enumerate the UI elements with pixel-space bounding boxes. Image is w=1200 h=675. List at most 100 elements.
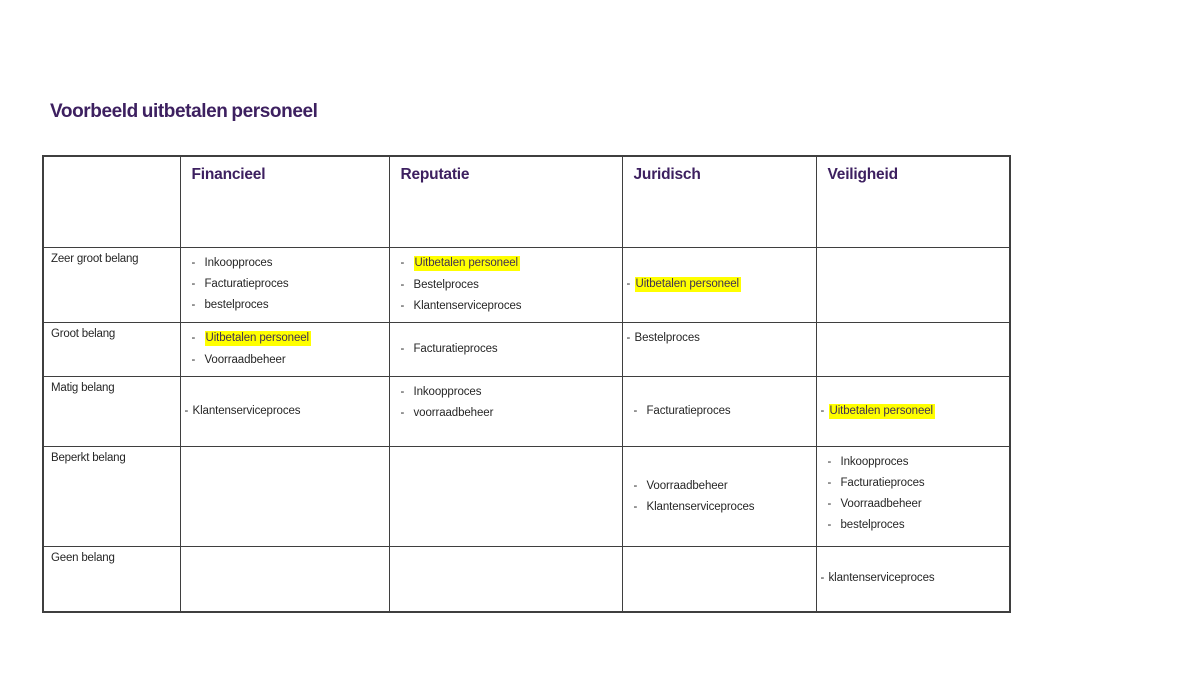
matrix-cell: - Uitbetalen personeel [815,376,1011,447]
list-item: - Voorraadbeheer [623,479,815,493]
process-list [181,548,388,552]
highlighted-process-text: Uitbetalen personeel [634,277,741,292]
dash-bullet: - [184,405,189,417]
dash-bullet: - [191,354,196,366]
process-text: Voorraadbeheer [204,354,286,366]
process-text: Bestelproces [413,279,479,291]
matrix-cell: - Inkoopproces - Facturatieproces - bestelpro… [179,247,390,323]
process-text: voorraadbeheer [413,407,494,419]
process-list [181,448,388,452]
column-header-financieel: Financieel [179,155,390,248]
process-text: Inkoopproces [840,456,909,468]
process-text: Klantenserviceproces [413,300,522,312]
column-header-juridisch: Juridisch [621,155,817,248]
process-text: Klantenserviceproces [192,405,301,417]
process-list [817,324,1009,328]
dash-bullet: - [820,572,825,585]
list-item: - Uitbetalen personeel [623,277,815,292]
row-label: Zeer groot belang [42,247,181,323]
highlighted-process-text: Uitbetalen personeel [413,256,520,271]
table-row: Matig belang - Klantenserviceproces - Inkoop… [42,376,1011,447]
process-text: Inkoopproces [204,257,273,269]
matrix-cell: - klantenserviceproces [815,546,1011,612]
row-label: Groot belang [42,322,181,377]
dash-bullet: - [400,343,405,355]
list-item: - klantenserviceproces [817,571,1009,585]
risk-impact-matrix-table: Financieel Reputatie Juridisch Veiligheid Z… [42,155,1011,613]
list-item: - Bestelproces [623,331,815,345]
page-title: Voorbeeld uitbetalen personeel [50,101,318,122]
process-text: Facturatieproces [840,477,925,489]
list-item: - Inkoopproces [817,455,1009,469]
matrix-cell [179,446,390,547]
list-item: - Klantenserviceproces [181,404,388,418]
matrix-cell: - Uitbetalen personeel - Bestelproces - Klant… [388,247,623,323]
process-list: - Facturatieproces [390,334,621,365]
process-list [390,448,621,452]
dash-bullet: - [633,479,638,492]
matrix-cell: - Uitbetalen personeel [621,247,817,323]
process-list: - Voorraadbeheer - Klantenserviceproces [623,471,815,523]
matrix-cell: - Voorraadbeheer - Klantenserviceproces [621,446,817,547]
dash-bullet: - [827,477,832,489]
column-header-veiligheid: Veiligheid [815,155,1011,248]
dash-bullet: - [191,257,196,269]
matrix-cell: - Bestelproces [621,322,817,377]
matrix-cell: - Facturatieproces [621,376,817,447]
process-list: - Klantenserviceproces [181,396,388,427]
dash-bullet: - [191,299,196,311]
matrix-cell [179,546,390,612]
matrix-cell: - Klantenserviceproces [179,376,390,447]
list-item: - Klantenserviceproces [623,500,815,514]
dash-bullet: - [626,278,631,290]
highlighted-process-text: Uitbetalen personeel [828,403,935,419]
list-item: - voorraadbeheer [390,406,621,420]
dash-bullet: - [400,257,405,269]
matrix-cell: - Inkoopproces - voorraadbeheer [388,376,623,447]
matrix-cell: - Inkoopproces - Facturatieproces - Voorraadb… [815,446,1011,547]
process-text: Voorraadbeheer [646,479,728,492]
dash-bullet: - [400,300,405,312]
process-list: - Inkoopproces - voorraadbeheer [390,378,621,430]
dash-bullet: - [633,500,638,513]
table-row: Beperkt belang - Voorraadbeheer - Klantenser… [42,446,1011,547]
list-item: - Inkoopproces [390,385,621,399]
list-item: - Uitbetalen personeel [181,331,388,346]
list-item: - bestelproces [181,298,388,312]
list-item: - Bestelproces [390,278,621,292]
dash-bullet: - [633,405,638,417]
process-list: - Uitbetalen personeel - Bestelproces - Klant… [390,249,621,322]
list-item: - bestelproces [817,518,1009,532]
process-text: bestelproces [840,519,905,531]
dash-bullet: - [827,519,832,531]
list-item: - Uitbetalen personeel [390,256,621,271]
matrix-cell: - Uitbetalen personeel - Voorraadbeheer [179,322,390,377]
process-list: - Uitbetalen personeel [623,269,815,301]
list-item: - Klantenserviceproces [390,299,621,313]
matrix-cell [388,546,623,612]
process-text: Facturatieproces [413,343,498,355]
table-row: Groot belang - Uitbetalen personeel - Voorra… [42,322,1011,377]
table-row: Geen belang - klantenserviceproces [42,546,1011,612]
matrix-cell [815,322,1011,377]
dash-bullet: - [191,278,196,290]
process-list: - Bestelproces [623,324,815,355]
dash-bullet: - [827,456,832,468]
process-text: Voorraadbeheer [840,498,922,510]
highlighted-process-text: Uitbetalen personeel [204,331,311,346]
process-text: Inkoopproces [413,386,482,398]
row-label: Beperkt belang [42,446,181,547]
matrix-cell [815,247,1011,323]
dash-bullet: - [827,498,832,510]
process-list [817,249,1009,253]
matrix-cell: - Facturatieproces [388,322,623,377]
process-list: - Inkoopproces - Facturatieproces - Voorraadb… [817,448,1009,542]
list-item: - Inkoopproces [181,256,388,270]
header-row: Financieel Reputatie Juridisch Veiligheid [42,155,1011,248]
process-list: - Uitbetalen personeel [817,396,1009,428]
row-label: Geen belang [42,546,181,612]
list-item: - Voorraadbeheer [817,497,1009,511]
process-text: Facturatieproces [646,405,731,417]
dash-bullet: - [400,279,405,291]
row-label: Matig belang [42,376,181,447]
